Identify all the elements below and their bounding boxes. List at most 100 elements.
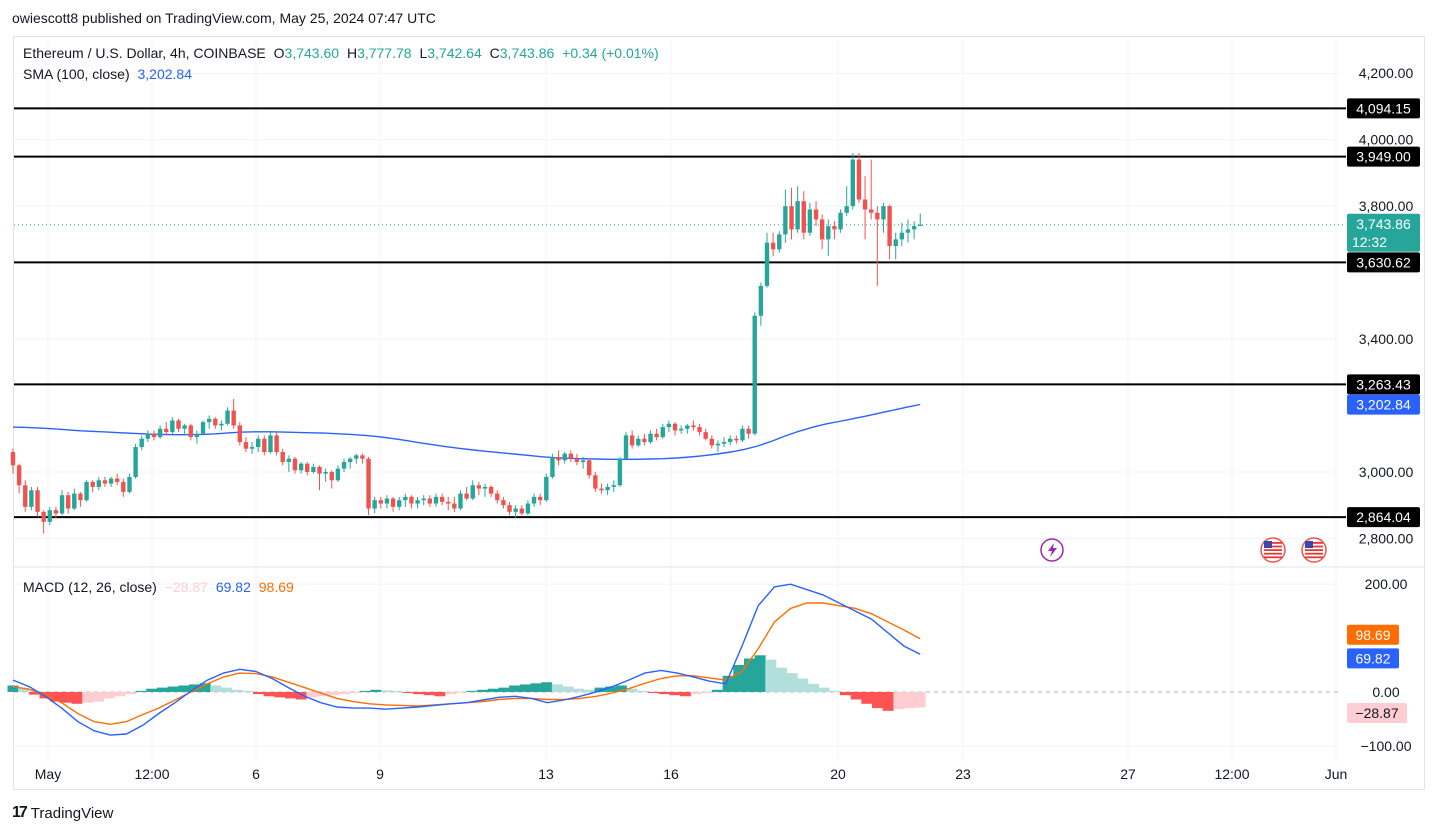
macd-tick-label: 200.00 bbox=[1365, 576, 1408, 592]
candle bbox=[35, 486, 40, 517]
candle-body bbox=[84, 481, 89, 501]
candle-body bbox=[629, 435, 635, 446]
candle bbox=[96, 476, 102, 491]
candle-body bbox=[856, 159, 862, 200]
legend-high: 3,777.78 bbox=[357, 45, 412, 61]
candle bbox=[59, 490, 65, 516]
candle-body bbox=[360, 455, 365, 459]
candle bbox=[495, 490, 500, 504]
time-tick-label: 12:00 bbox=[1214, 766, 1249, 782]
macd-legend: MACD (12, 26, close) −28.87 69.82 98.69 bbox=[23, 579, 298, 595]
sma-price-tag-text: 3,202.84 bbox=[1356, 397, 1411, 413]
macd-hist-bar bbox=[391, 690, 403, 692]
macd-hist-bar bbox=[18, 687, 30, 692]
macd-label: MACD (12, 26, close) bbox=[23, 579, 157, 595]
candle-body bbox=[157, 428, 163, 438]
macd-hist-bar bbox=[327, 691, 339, 696]
candle-body bbox=[746, 428, 751, 434]
level-price-tag-text: 3,949.00 bbox=[1356, 149, 1411, 165]
candle-body bbox=[354, 455, 359, 459]
candle bbox=[678, 425, 684, 434]
candle bbox=[893, 232, 898, 260]
candle-body bbox=[709, 438, 715, 446]
macd-hist-bar bbox=[306, 691, 318, 698]
macd-hist-bar bbox=[829, 690, 841, 692]
candle-body bbox=[139, 438, 144, 448]
candle-body bbox=[115, 478, 120, 482]
candle bbox=[685, 423, 690, 434]
tradingview-brand[interactable]: 17 TradingView bbox=[12, 804, 113, 822]
legend-close-label: C bbox=[489, 45, 500, 61]
candle-body bbox=[323, 471, 328, 474]
candle-body bbox=[23, 485, 28, 507]
publisher-line: owiescott8 published on TradingView.com,… bbox=[12, 10, 436, 26]
sma-legend: SMA (100, close) 3,202.84 bbox=[23, 66, 196, 82]
candle bbox=[587, 458, 592, 479]
candle bbox=[360, 453, 365, 464]
candle-body bbox=[593, 475, 598, 489]
candle bbox=[777, 231, 782, 253]
level-price-tag-text: 3,630.62 bbox=[1356, 254, 1411, 270]
candle-body bbox=[262, 438, 267, 453]
candle bbox=[617, 457, 623, 487]
candle bbox=[347, 457, 353, 469]
candle-body bbox=[347, 458, 353, 462]
candle bbox=[728, 435, 733, 446]
candle-body bbox=[10, 452, 16, 466]
macd-line-value: 69.82 bbox=[215, 579, 251, 595]
candle-body bbox=[421, 498, 426, 501]
candle-body bbox=[715, 443, 721, 446]
candle-body bbox=[127, 476, 132, 492]
macd-hist-bar bbox=[711, 689, 723, 692]
candle bbox=[783, 189, 788, 243]
candle bbox=[78, 491, 83, 507]
macd-hist-bar bbox=[50, 691, 62, 702]
candle-body bbox=[519, 508, 524, 514]
candle-body bbox=[887, 206, 892, 247]
candle-body bbox=[703, 432, 708, 439]
candle bbox=[501, 496, 506, 509]
candle bbox=[556, 450, 561, 466]
candle bbox=[801, 191, 806, 240]
candle-body bbox=[758, 285, 764, 316]
candle bbox=[703, 428, 708, 441]
time-tick-label: May bbox=[35, 766, 61, 782]
macd-line bbox=[12, 583, 921, 736]
candle bbox=[869, 159, 874, 220]
legend-low: 3,742.64 bbox=[427, 45, 482, 61]
candle-body bbox=[415, 500, 420, 504]
candle-body bbox=[507, 505, 512, 512]
flag-stripe bbox=[1305, 549, 1323, 551]
candle-body bbox=[697, 427, 702, 433]
candle-body bbox=[439, 496, 445, 502]
candle-body bbox=[65, 495, 71, 509]
macd-hist-bar bbox=[92, 691, 104, 702]
candle-body bbox=[801, 201, 806, 233]
level-price-tag: 4,094.15 bbox=[1347, 98, 1420, 119]
candle bbox=[482, 483, 488, 497]
candle-body bbox=[188, 425, 193, 438]
candle-body bbox=[734, 438, 739, 441]
candle-body bbox=[249, 447, 255, 449]
flag-canton bbox=[1305, 541, 1313, 548]
macd-hist-bar bbox=[786, 673, 798, 692]
candle-body bbox=[243, 442, 249, 449]
candle-body bbox=[685, 425, 690, 429]
price-tick-label: 4,000.00 bbox=[1359, 132, 1414, 148]
time-tick-label: Jun bbox=[1325, 766, 1348, 782]
candle bbox=[427, 495, 433, 507]
macd-hist-bar bbox=[701, 691, 713, 694]
candle-body bbox=[237, 425, 243, 443]
candle-body bbox=[225, 410, 230, 424]
macd-hist-bar bbox=[60, 691, 72, 703]
candle bbox=[384, 495, 390, 509]
candle bbox=[305, 461, 310, 476]
candle-body bbox=[721, 442, 727, 444]
last-price-tag-countdown: 12:32 bbox=[1352, 234, 1387, 250]
candle bbox=[770, 232, 776, 256]
macd-hist-bar bbox=[124, 691, 136, 695]
candle-body bbox=[41, 511, 46, 522]
candle bbox=[476, 481, 482, 496]
macd-hist-bar bbox=[455, 691, 467, 694]
